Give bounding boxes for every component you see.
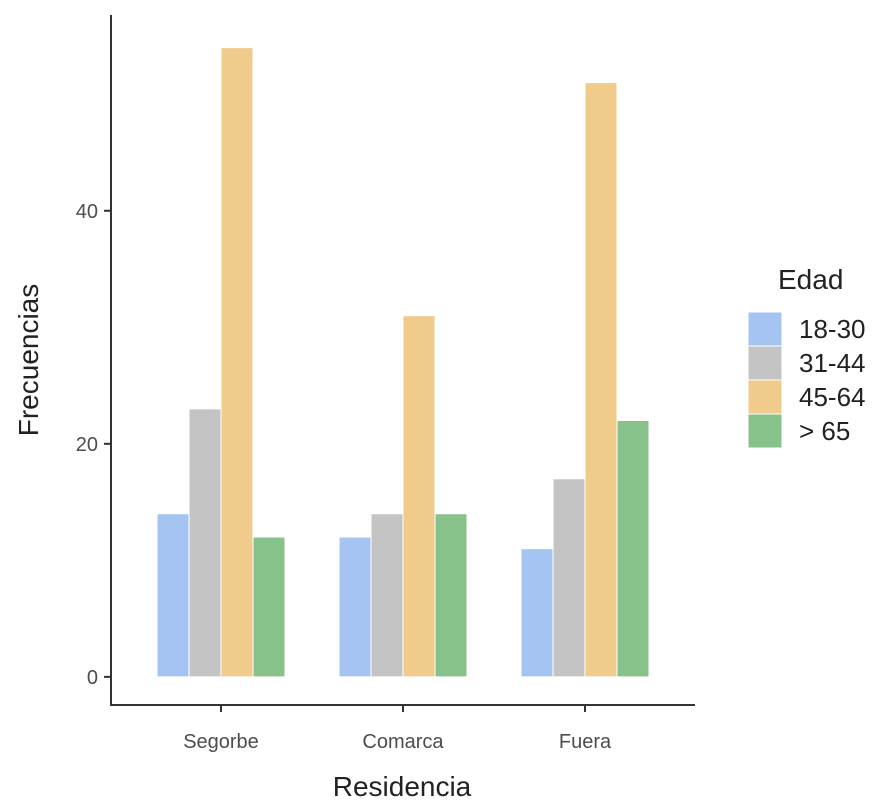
bar-fuera-3	[584, 82, 618, 678]
y-axis-ticks: 0 20 40	[76, 201, 111, 689]
bar-fuera-1	[520, 548, 554, 678]
x-axis-title: Residencia	[333, 771, 472, 800]
legend-label: > 65	[799, 416, 850, 446]
bar-comarca-2	[370, 513, 404, 678]
legend-label: 18-30	[799, 314, 866, 344]
bar-segorbe-3	[220, 47, 254, 678]
y-axis-title: Frecuencias	[13, 284, 44, 437]
bar-comarca-3	[402, 315, 436, 678]
x-tick-label: Fuera	[559, 731, 612, 753]
bar-comarca-4	[434, 513, 468, 678]
bar-fuera-4	[616, 420, 650, 678]
bar-segorbe-4	[252, 536, 286, 678]
bar-comarca-1	[338, 536, 372, 678]
x-tick-label: Comarca	[362, 731, 444, 753]
bar-segorbe-1	[156, 513, 190, 678]
legend-title: Edad	[778, 264, 843, 295]
y-tick-label: 20	[76, 434, 98, 456]
bars-group	[156, 47, 650, 678]
legend: Edad 18-30 31-44 45-64 > 65	[747, 264, 866, 449]
y-tick-label: 40	[76, 201, 98, 223]
bar-segorbe-2	[188, 408, 222, 678]
legend-key	[747, 311, 783, 347]
bar-fuera-2	[552, 478, 586, 678]
x-tick-label: Segorbe	[183, 731, 259, 753]
legend-key	[747, 413, 783, 449]
legend-label: 31-44	[799, 348, 866, 378]
legend-key	[747, 345, 783, 381]
x-axis-ticks: Segorbe Comarca Fuera	[183, 705, 612, 753]
y-tick-label: 0	[87, 667, 98, 689]
legend-key	[747, 379, 783, 415]
legend-label: 45-64	[799, 382, 866, 412]
